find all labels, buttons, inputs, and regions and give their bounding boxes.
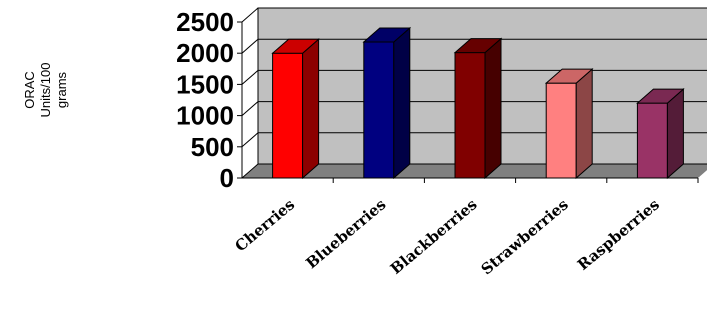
- x-tick-label: Blackberries: [387, 195, 481, 278]
- bar-cherries: [271, 38, 320, 180]
- bar-front: [272, 52, 304, 179]
- y-tick-label: 2000: [176, 38, 234, 68]
- bars: [271, 26, 685, 180]
- bar-front: [454, 52, 486, 179]
- x-tick-label: Raspberries: [574, 195, 663, 274]
- bar-top: [544, 68, 594, 84]
- bar-side: [575, 68, 593, 180]
- gridline-side: [241, 163, 259, 179]
- x-tick-label: Cherries: [232, 195, 299, 255]
- bar-front: [363, 41, 395, 179]
- y-axis-label-line: Units/100: [38, 63, 53, 118]
- bar-front: [636, 102, 668, 179]
- x-tick-label: Strawberries: [478, 195, 572, 278]
- gridline-side: [241, 7, 259, 23]
- y-tick-label: 1000: [176, 101, 234, 131]
- gridline-side: [241, 70, 259, 85]
- bar-blackberries: [453, 37, 503, 180]
- x-tick-labels: Cherries BlueberriesBlackberriesStrawberr…: [232, 195, 663, 278]
- bar-front: [545, 82, 577, 179]
- bar-side: [484, 37, 502, 180]
- bar-blueberries: [362, 26, 412, 180]
- bar-side: [302, 38, 320, 180]
- x-tick-label: Blueberries: [302, 195, 389, 272]
- bar-top: [636, 88, 685, 104]
- y-tick-label: 2500: [176, 7, 234, 37]
- y-tick-label: 1500: [176, 69, 234, 99]
- gridline-side: [241, 38, 259, 54]
- gridline-side: [241, 101, 259, 116]
- y-tick-label: 500: [191, 132, 234, 162]
- bar-raspberries: [636, 88, 685, 180]
- y-axis-label: ORAC Units/100 grams: [22, 63, 69, 118]
- bar-top: [453, 38, 503, 54]
- y-tick-label: 0: [220, 163, 234, 193]
- y-axis-label-line: ORAC: [22, 71, 37, 109]
- bar-side: [666, 88, 684, 180]
- y-axis-label-line: grams: [54, 71, 69, 108]
- bar-strawberries: [544, 68, 594, 180]
- bar-top: [362, 27, 412, 43]
- bar-side: [393, 26, 411, 180]
- gridline-side: [241, 132, 259, 148]
- bar-top: [271, 38, 320, 54]
